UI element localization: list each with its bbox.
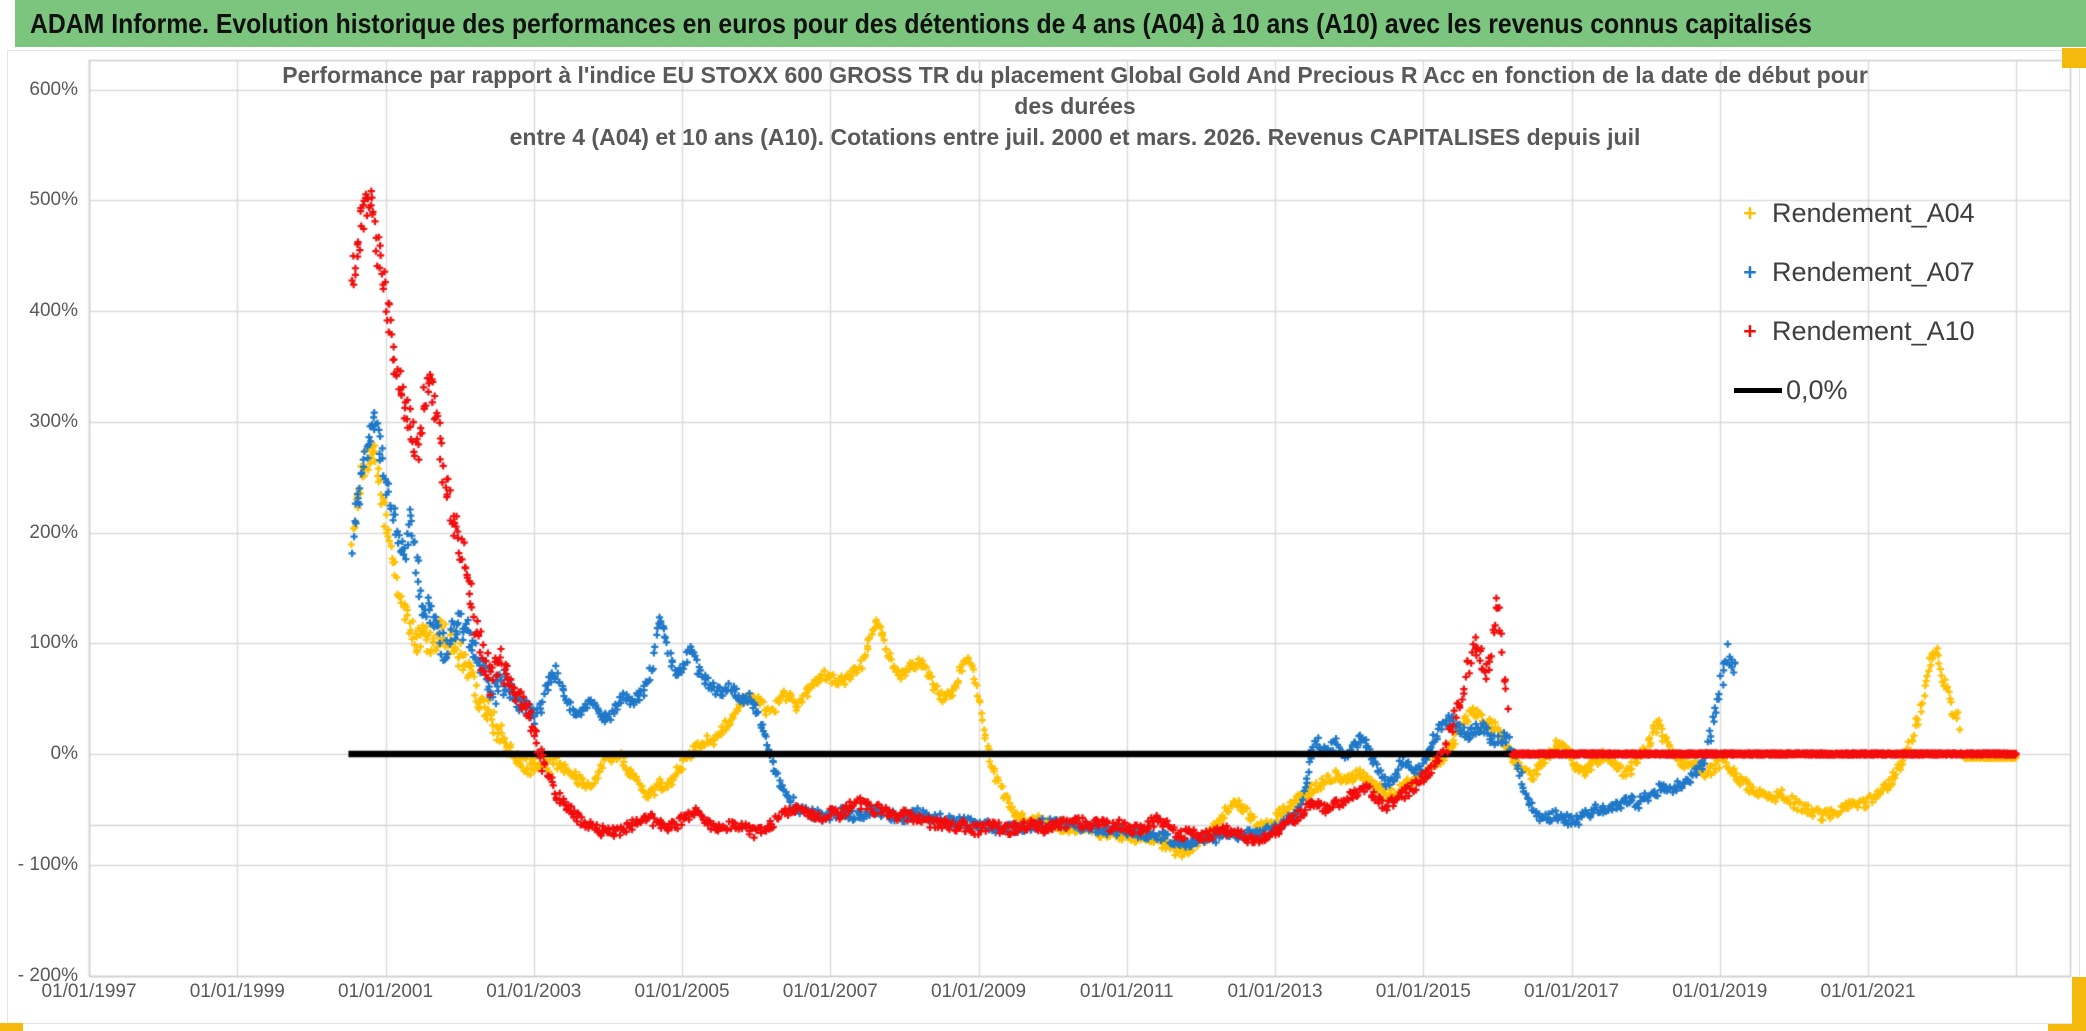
y-tick-label: - 200% [17,964,78,986]
legend-label: Rendement_A07 [1772,257,1975,287]
x-tick-label: 01/01/2011 [1079,981,1174,1002]
legend-label: Rendement_A04 [1772,198,1975,228]
chart-title: Performance par rapport à l'indice EU ST… [80,60,2070,153]
line-swatch-icon [1734,388,1782,393]
x-tick-label: 01/01/1999 [189,981,285,1002]
chart-title-line-3: entre 4 (A04) et 10 ans (A10). Cotations… [509,124,1641,150]
accent-strip-right-bottom [2072,977,2086,1031]
x-tick-label: 01/01/2003 [486,981,582,1002]
chart-legend: + Rendement_A04 + Rendement_A07 + Rendement_A… [1728,184,2008,420]
legend-label: Rendement_A10 [1772,316,1975,346]
y-tick-label: 0% [50,743,78,764]
y-tick-label: 400% [29,300,78,321]
x-tick-label: 01/01/2009 [930,981,1027,1002]
x-tick-label: 01/01/2019 [1672,981,1768,1002]
y-tick-label: 100% [29,632,78,654]
plus-marker-icon: + [1743,259,1757,285]
plus-marker-icon: + [1743,200,1757,226]
y-tick-label: 600% [29,78,78,100]
y-tick-label: 300% [29,410,78,432]
chart-title-line-2: des durées [1014,93,1136,119]
accent-strip-top-right [2062,48,2086,68]
y-tick-label: 500% [29,189,78,211]
x-tick-label: 01/01/2001 [337,981,434,1002]
x-tick-label: 01/01/2013 [1227,981,1323,1002]
x-tick-label: 01/01/1997 [41,981,137,1002]
legend-item-0-0-: 0,0% [1728,361,2008,420]
y-tick-label: 200% [29,521,78,543]
accent-strip-bottom-left [0,1023,23,1031]
x-tick-label: 01/01/2005 [634,981,730,1002]
legend-item-rendement-a10: + Rendement_A10 [1728,302,2008,361]
accent-strip-bottom-right [2048,1024,2086,1031]
plus-marker-icon: + [1743,318,1757,344]
chart-title-line-1: Performance par rapport à l'indice EU ST… [282,62,1868,88]
y-tick-label: - 100% [17,853,78,875]
x-tick-label: 01/01/2007 [782,981,878,1002]
legend-label: 0,0% [1786,375,1848,405]
x-tick-label: 01/01/2015 [1375,981,1471,1002]
x-tick-label: 01/01/2021 [1820,981,1916,1002]
legend-item-rendement-a04: + Rendement_A04 [1728,184,2008,243]
legend-item-rendement-a07: + Rendement_A07 [1728,243,2008,302]
x-tick-label: 01/01/2017 [1523,981,1620,1002]
